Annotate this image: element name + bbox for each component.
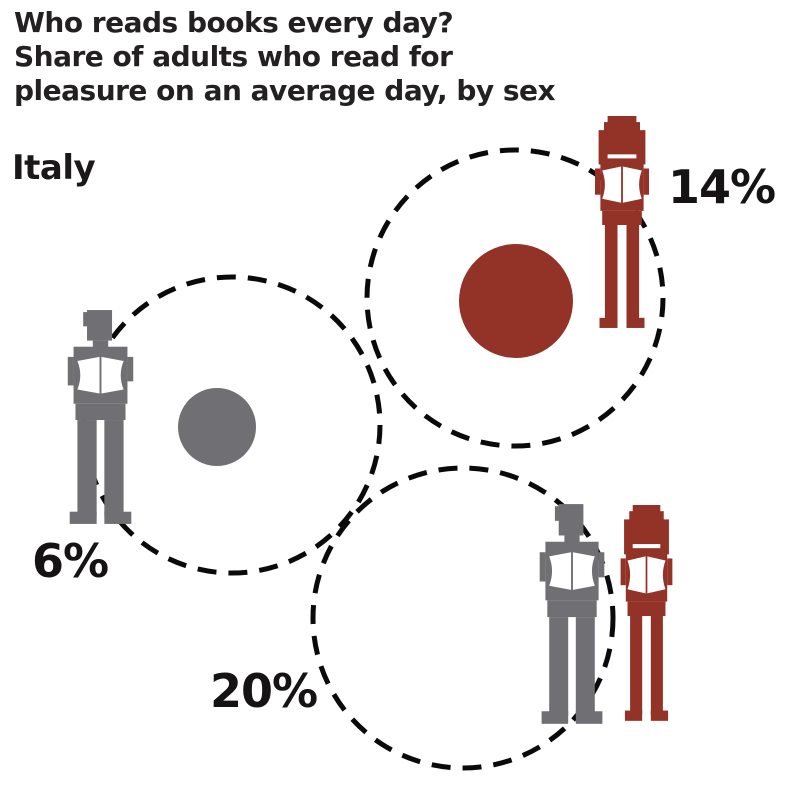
title-line-2: Share of adults who read for <box>14 40 453 73</box>
title-line-1: Who reads books every day? <box>14 6 454 39</box>
men-man-figure <box>67 310 134 524</box>
women-circle-outline <box>364 147 666 449</box>
chart-layer <box>67 116 673 771</box>
total-woman-figure <box>620 505 673 721</box>
women-woman-figure <box>595 116 649 328</box>
total-percentage-label: 20% <box>210 664 318 718</box>
men-percentage-label: 6% <box>32 534 109 588</box>
women-value-dot <box>459 244 573 358</box>
men-value-dot <box>178 388 256 466</box>
region-label: Italy <box>12 148 96 188</box>
total-circle-outline <box>310 465 616 771</box>
total-man-figure <box>539 504 605 724</box>
men-circle-outline <box>81 274 383 576</box>
title-line-3: pleasure on an average day, by sex <box>14 74 556 107</box>
chart-title: Who reads books every day? Share of adul… <box>14 6 556 108</box>
women-percentage-label: 14% <box>668 160 776 214</box>
